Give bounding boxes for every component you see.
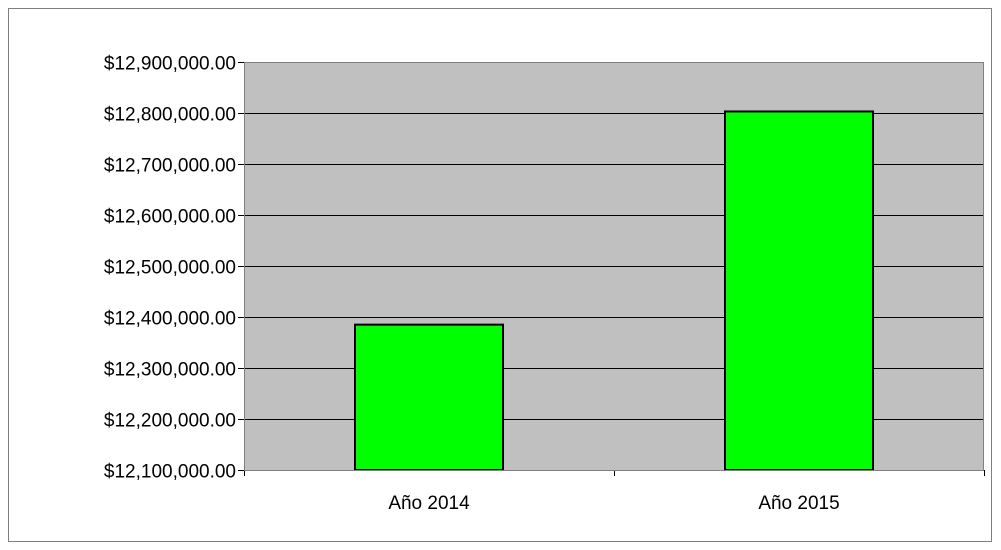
x-tick-label: Año 2014 xyxy=(388,493,470,514)
x-tick-labels: Año 2014 Año 2015 xyxy=(388,493,839,514)
bars xyxy=(354,110,874,471)
plot-border xyxy=(244,62,984,471)
x-tick-label: Año 2015 xyxy=(758,493,839,514)
y-tick-label: $12,100,000.00 xyxy=(104,462,236,483)
y-tick-label: $12,400,000.00 xyxy=(104,309,236,330)
y-tick-labels: $12,100,000.00 $12,200,000.00 $12,300,000.… xyxy=(104,54,236,483)
axes xyxy=(238,62,985,476)
bar xyxy=(354,323,504,471)
bar xyxy=(724,110,874,471)
y-tick-label: $12,800,000.00 xyxy=(104,105,236,126)
y-tick-label: $12,500,000.00 xyxy=(104,258,236,279)
y-tick-label: $12,900,000.00 xyxy=(104,54,236,75)
y-tick-label: $12,700,000.00 xyxy=(104,156,236,177)
y-tick-label: $12,200,000.00 xyxy=(104,411,236,432)
y-tick-label: $12,300,000.00 xyxy=(104,360,236,381)
y-tick-label: $12,600,000.00 xyxy=(104,207,236,228)
